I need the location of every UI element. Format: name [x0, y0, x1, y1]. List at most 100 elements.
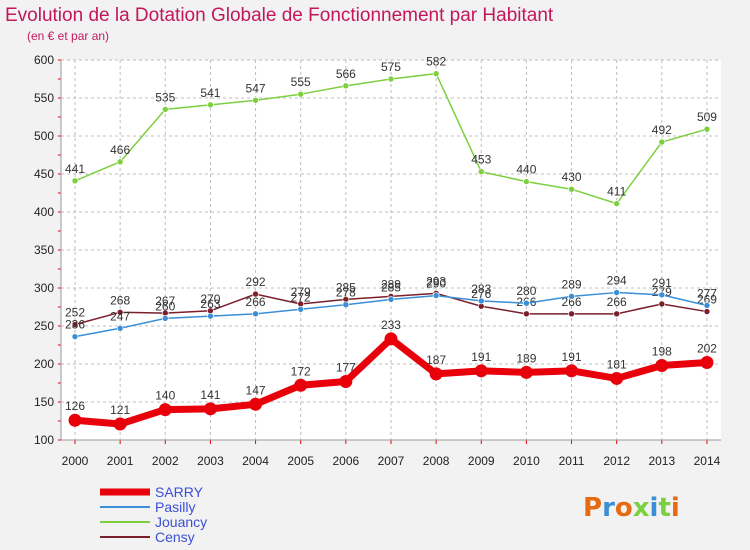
data-label: 453: [471, 153, 491, 167]
data-label: 293: [426, 274, 446, 288]
y-tick-label: 600: [34, 53, 54, 67]
data-point: [519, 365, 533, 379]
data-point: [297, 90, 305, 98]
y-tick-label: 150: [34, 395, 54, 409]
legend-label-pasilly: Pasilly: [155, 499, 195, 515]
data-point: [477, 168, 485, 176]
data-point: [113, 417, 127, 431]
data-label: 547: [246, 81, 266, 95]
data-point: [655, 359, 669, 373]
x-tick-label: 2012: [603, 454, 630, 468]
data-label: 289: [381, 277, 401, 291]
data-label: 252: [65, 305, 85, 319]
data-label: 191: [471, 350, 491, 364]
y-tick-label: 100: [34, 433, 54, 447]
x-tick-label: 2005: [287, 454, 314, 468]
data-label: 272: [291, 290, 311, 304]
data-point: [161, 106, 169, 113]
logo-letter: P: [583, 493, 602, 523]
logo-letter: i: [671, 493, 680, 523]
data-label: 147: [246, 383, 266, 397]
data-label: 277: [697, 286, 717, 300]
data-point: [342, 301, 350, 309]
data-point: [474, 364, 488, 378]
data-label: 233: [381, 318, 401, 332]
data-point: [252, 310, 259, 318]
data-label: 411: [607, 185, 626, 199]
data-point: [342, 82, 350, 90]
x-tick-label: 2011: [559, 454, 585, 468]
chart-subtitle: (en € et par an): [27, 29, 109, 43]
data-label: 582: [426, 55, 446, 69]
data-label: 441: [65, 162, 85, 176]
data-label: 198: [652, 345, 672, 359]
data-point: [116, 158, 124, 166]
series-jouancy: 441 466 535 541 547 555 566 575 582 453 440 430 411 4…: [65, 55, 717, 207]
data-label: 566: [336, 67, 356, 81]
data-point: [387, 75, 395, 83]
data-label: 126: [65, 399, 85, 413]
data-point: [613, 310, 620, 318]
data-label: 140: [155, 389, 175, 403]
data-label: 290: [426, 277, 446, 291]
y-tick-label: 500: [34, 129, 54, 143]
data-label: 279: [291, 285, 311, 299]
data-point: [294, 378, 308, 392]
data-label: 291: [652, 276, 672, 290]
logo-letter: x: [633, 493, 650, 523]
y-tick-label: 200: [34, 357, 54, 371]
data-label: 181: [607, 357, 627, 371]
data-point: [68, 413, 82, 427]
data-point: [387, 296, 395, 303]
data-point: [249, 397, 263, 411]
data-label: 575: [381, 60, 401, 74]
x-tick-label: 2010: [513, 454, 540, 468]
legend-label-jouancy: Jouancy: [155, 514, 207, 530]
data-label: 541: [200, 86, 220, 100]
data-label: 269: [697, 293, 717, 307]
legend-label-sarry: SARRY: [155, 484, 204, 500]
logo-letter: t: [658, 493, 670, 523]
y-tick-label: 400: [34, 205, 54, 219]
data-label: 270: [200, 292, 220, 306]
data-point: [432, 292, 440, 299]
data-label: 263: [200, 297, 220, 311]
x-tick-label: 2004: [242, 454, 269, 468]
data-point: [477, 297, 485, 305]
y-tick-label: 550: [34, 91, 54, 105]
data-label: 283: [471, 282, 491, 296]
data-label: 177: [336, 360, 356, 374]
data-point: [523, 178, 530, 185]
data-label: 285: [336, 280, 356, 294]
chart-title: Evolution de la Dotation Globale de Fonc…: [5, 5, 554, 26]
data-point: [700, 355, 714, 369]
series-sarry: 126 121 140 141 147 172 177 233 187 191 189 191 181 1…: [65, 318, 717, 431]
series-layer: 441 466 535 541 547 555 566 575 582 453 440 430 411 4…: [65, 55, 717, 431]
data-point: [161, 315, 169, 322]
x-tick-label: 2013: [648, 454, 675, 468]
data-point: [568, 310, 575, 318]
data-label: 289: [562, 277, 582, 291]
data-point: [207, 312, 214, 320]
axes: 100 150 200 250 300 350 400 450 500 550 600 2000 200…: [34, 53, 721, 468]
x-tick-label: 2007: [378, 454, 405, 468]
data-point: [207, 101, 214, 109]
data-label: 509: [697, 110, 717, 124]
x-tick-label: 2002: [152, 454, 179, 468]
x-tick-label: 2003: [197, 454, 224, 468]
data-point: [658, 138, 666, 146]
x-tick-label: 2001: [107, 454, 134, 468]
data-label: 172: [291, 364, 311, 378]
data-label: 276: [471, 287, 491, 301]
data-point: [703, 308, 711, 315]
data-point: [252, 96, 259, 104]
data-label: 430: [562, 170, 582, 184]
data-label: 294: [607, 274, 627, 288]
data-label: 285: [381, 280, 401, 294]
x-tick-label: 2000: [62, 454, 89, 468]
data-point: [703, 302, 711, 309]
